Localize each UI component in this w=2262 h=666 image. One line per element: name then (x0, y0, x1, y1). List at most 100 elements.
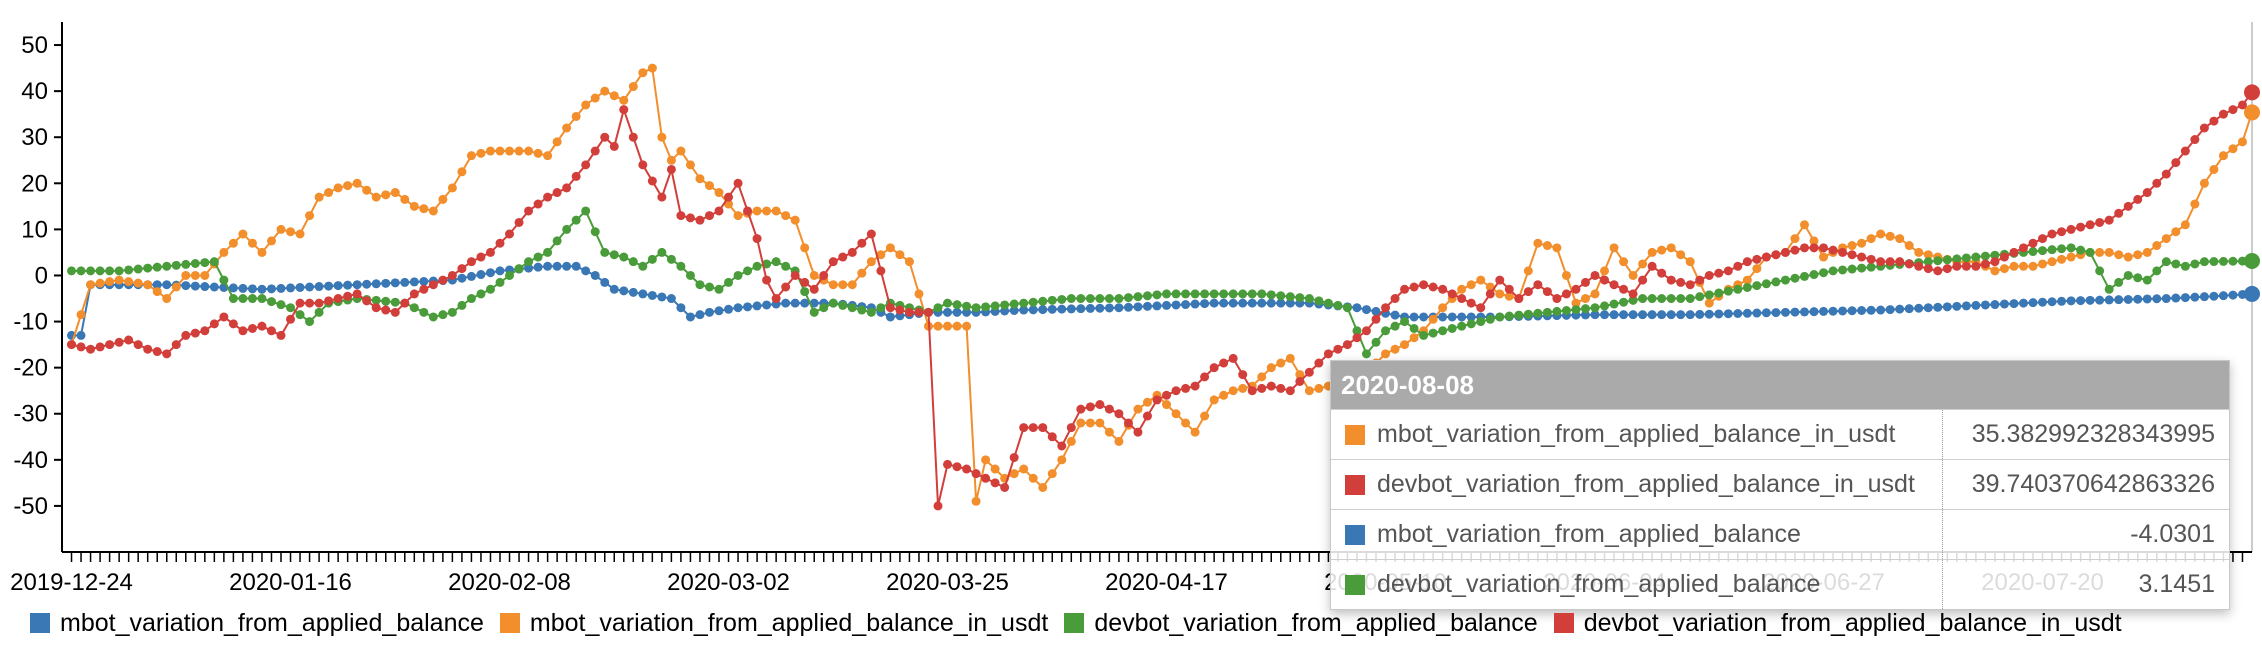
y-tick-label: -10 (13, 309, 48, 336)
data-point (733, 303, 743, 313)
data-point (733, 211, 743, 221)
data-point (2133, 250, 2143, 260)
data-point (1999, 252, 2009, 262)
data-point (162, 294, 172, 304)
data-point (685, 160, 695, 170)
data-point (286, 303, 296, 313)
data-point (1266, 363, 1276, 373)
data-point (533, 252, 543, 262)
data-point (781, 298, 791, 308)
data-point (695, 174, 705, 184)
data-point (1628, 270, 1638, 280)
data-point (809, 270, 819, 280)
data-point (2038, 259, 2048, 269)
data-point (1428, 314, 1438, 324)
data-point (1238, 383, 1248, 393)
x-tick-label: 2020-02-08 (448, 569, 571, 596)
data-point (505, 229, 515, 239)
data-point (1657, 268, 1667, 278)
data-point (1466, 298, 1476, 308)
data-point (1666, 310, 1676, 320)
data-point (1895, 257, 1905, 267)
data-point (247, 238, 257, 248)
legend-item-devbot[interactable]: devbot_variation_from_applied_balance (1064, 609, 1538, 638)
data-point (333, 281, 343, 291)
data-point (828, 298, 838, 308)
data-point (695, 215, 705, 225)
data-point (190, 328, 200, 338)
data-point (1590, 303, 1600, 313)
legend-item-mbot-usdt[interactable]: mbot_variation_from_applied_balance_in_u… (499, 609, 1048, 638)
data-point (1447, 312, 1457, 322)
data-point (1238, 298, 1248, 308)
data-point (1819, 268, 1829, 278)
data-point (676, 146, 686, 156)
data-point (1704, 290, 1714, 300)
data-point (2199, 292, 2209, 302)
data-point (571, 111, 581, 121)
data-point (1571, 284, 1581, 294)
data-point (800, 277, 810, 287)
data-point (1295, 293, 1305, 303)
data-point (1219, 298, 1229, 308)
data-point (1933, 256, 1943, 266)
data-point (943, 459, 953, 469)
data-point (76, 342, 86, 352)
x-tick-label: 2020-01-16 (229, 569, 352, 596)
data-point (2218, 109, 2228, 119)
data-point (1638, 310, 1648, 320)
data-point (400, 277, 410, 287)
data-point (86, 266, 96, 276)
data-point (495, 238, 505, 248)
data-point (1076, 404, 1086, 414)
data-point (1971, 261, 1981, 271)
data-point (838, 300, 848, 310)
data-point (1961, 301, 1971, 311)
legend-item-devbot-usdt[interactable]: devbot_variation_from_applied_balance_in… (1553, 609, 2122, 638)
data-point (1695, 275, 1705, 285)
data-point (1047, 432, 1057, 442)
data-point (2057, 296, 2067, 306)
data-point (152, 347, 162, 357)
data-point (876, 250, 886, 260)
data-point (1266, 298, 1276, 308)
data-point (1533, 280, 1543, 290)
data-point (876, 266, 886, 276)
data-point (1409, 312, 1419, 322)
data-point (1904, 259, 1914, 269)
legend-item-mbot[interactable]: mbot_variation_from_applied_balance (30, 609, 484, 638)
data-point (2066, 252, 2076, 262)
data-point (200, 282, 210, 292)
data-point (200, 270, 210, 280)
data-point (762, 206, 772, 216)
data-point (390, 297, 400, 307)
data-point (1876, 305, 1886, 315)
data-point (1333, 344, 1343, 354)
data-point (152, 287, 162, 297)
data-point (1895, 304, 1905, 314)
data-point (1295, 376, 1305, 386)
data-point (1076, 418, 1086, 428)
data-point (704, 211, 714, 221)
data-point (219, 312, 229, 322)
data-point (219, 247, 229, 257)
data-point (457, 300, 467, 310)
data-point (1400, 340, 1410, 350)
data-point (1923, 303, 1933, 313)
data-point (1190, 289, 1200, 299)
data-point (1285, 298, 1295, 308)
data-point (228, 283, 238, 293)
data-point (1838, 265, 1848, 275)
data-point (1209, 395, 1219, 405)
data-point (1114, 303, 1124, 313)
data-point (1828, 266, 1838, 276)
data-point (1181, 383, 1191, 393)
y-tick-label: 50 (21, 32, 48, 59)
data-point (543, 151, 553, 161)
data-point (1495, 275, 1505, 285)
data-point (1619, 310, 1629, 320)
data-point (1181, 300, 1191, 310)
data-point (1647, 261, 1657, 271)
data-point (171, 260, 181, 270)
data-point (809, 284, 819, 294)
